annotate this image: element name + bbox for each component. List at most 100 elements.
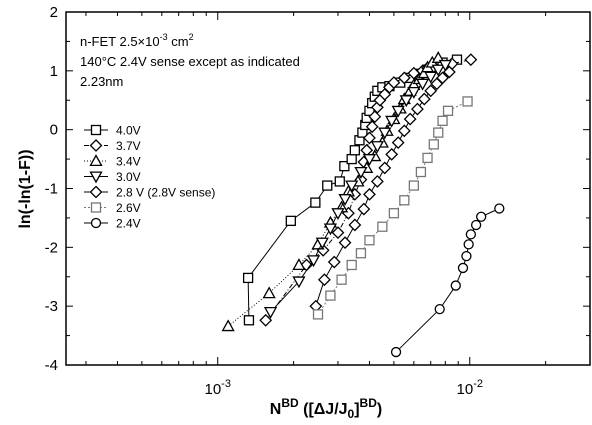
series-3 <box>263 59 452 319</box>
legend-marker <box>90 217 102 229</box>
data-point <box>436 71 449 85</box>
data-point <box>407 86 421 99</box>
data-point <box>397 124 411 138</box>
data-point <box>464 53 478 67</box>
legend-marker <box>89 185 103 199</box>
data-point <box>345 180 359 193</box>
data-point <box>243 315 255 326</box>
legend-entry: 2.6V <box>84 201 141 215</box>
data-point <box>442 65 456 79</box>
y-tick-label: -3 <box>45 298 58 315</box>
data-series <box>221 51 505 358</box>
data-point <box>368 110 382 124</box>
x-tick-label: 10-3 <box>204 378 230 398</box>
data-point <box>431 51 445 63</box>
legend-entry: 2.4V <box>84 217 141 231</box>
series-line <box>270 64 446 313</box>
data-point <box>312 309 324 320</box>
legend-entry: 4.0V <box>84 124 141 138</box>
x-axis-label: NBD ([ΔJ/J0]BD) <box>270 396 382 421</box>
axis-ticks: -4 -3 -2 -1 0 1 2 10-3 10-2 <box>45 4 591 398</box>
data-point <box>403 112 417 126</box>
x-tick-label: 10-2 <box>457 378 483 398</box>
data-point <box>355 248 367 259</box>
data-point <box>476 211 487 222</box>
data-point <box>292 276 306 289</box>
data-point <box>306 255 321 268</box>
data-point <box>221 319 235 332</box>
data-point <box>431 64 445 77</box>
data-point <box>417 92 431 106</box>
data-point <box>334 176 345 187</box>
y-tick-label: -2 <box>45 239 58 256</box>
data-point <box>411 102 424 116</box>
data-point <box>378 161 392 175</box>
y-tick-label: 2 <box>50 4 58 21</box>
data-point <box>362 154 377 166</box>
data-point <box>461 251 472 262</box>
data-point <box>424 71 438 84</box>
data-point <box>363 131 376 145</box>
legend-label: 2.4V <box>116 217 141 231</box>
legend-label: 3.4V <box>116 155 141 169</box>
legend-entry: 3.7V <box>84 139 141 153</box>
data-point <box>262 286 276 299</box>
data-point <box>422 152 433 164</box>
data-point <box>457 262 469 274</box>
data-point <box>323 223 338 236</box>
legend-marker <box>89 154 103 167</box>
legend-label: 2.8 V (2.8V sense) <box>116 186 215 200</box>
data-point <box>310 197 321 208</box>
data-point <box>450 280 461 291</box>
data-point <box>338 194 352 206</box>
y-tick-label: -1 <box>45 181 58 198</box>
annotation-device: n-FET 2.5×10-3 cm2 <box>80 32 194 49</box>
data-point <box>399 195 410 206</box>
data-point <box>331 226 345 240</box>
legend-label: 3.0V <box>116 170 141 184</box>
legend-marker <box>90 124 102 136</box>
legend-label: 2.6V <box>116 201 141 215</box>
series-2 <box>221 51 445 332</box>
data-point <box>338 236 352 250</box>
data-point <box>408 180 419 191</box>
data-point <box>325 290 336 301</box>
legend: 4.0V3.7V 3.4V3.0V 2.8 V (2.8V sense)2.6V 2.… <box>84 124 215 231</box>
data-point <box>385 115 399 128</box>
legend-marker <box>89 139 103 152</box>
data-point <box>322 180 333 191</box>
y-tick-label: 1 <box>50 63 58 80</box>
data-point <box>391 105 405 118</box>
annotation-conditions: 140°C 2.4V sense except as indicated <box>80 54 300 69</box>
data-point <box>339 160 350 172</box>
series-6 <box>390 203 505 358</box>
legend-label: 4.0V <box>116 124 141 138</box>
data-point <box>357 202 371 216</box>
series-5 <box>312 96 473 320</box>
legend-label: 3.7V <box>116 139 141 153</box>
series-4 <box>309 65 456 313</box>
data-point <box>465 229 476 240</box>
data-point <box>363 187 376 201</box>
data-point <box>442 105 454 116</box>
data-point <box>346 259 357 271</box>
y-tick-label: -4 <box>45 357 58 374</box>
legend-entry: 3.0V <box>84 170 141 184</box>
data-point <box>336 274 347 285</box>
data-point <box>348 218 362 232</box>
data-point <box>462 96 473 107</box>
data-point <box>399 95 413 108</box>
annotation-thickness: 2.23nm <box>80 74 123 89</box>
legend-entry: 2.8 V (2.8V sense) <box>84 186 215 200</box>
data-point <box>470 219 482 231</box>
data-point <box>354 166 368 179</box>
data-point <box>391 136 405 150</box>
y-axis-label: ln(-ln(1-F)) <box>17 149 34 228</box>
data-point <box>365 120 379 134</box>
data-point <box>415 166 427 178</box>
data-point <box>437 115 448 126</box>
data-point <box>387 76 401 90</box>
data-point <box>416 78 430 91</box>
data-point <box>292 258 306 271</box>
